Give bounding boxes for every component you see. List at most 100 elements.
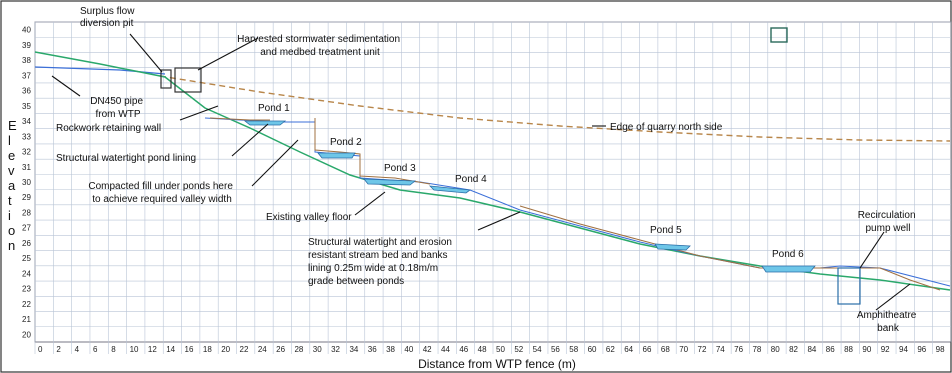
- pond-6-water: [761, 265, 816, 273]
- y-axis-title-letter: o: [8, 223, 15, 238]
- x-tick-label: 50: [496, 345, 505, 354]
- x-tick-label: 28: [294, 345, 303, 354]
- leader-valley-floor: [354, 191, 386, 216]
- x-tick-label: 88: [844, 345, 853, 354]
- label-pond-1: Pond 1: [258, 103, 290, 114]
- y-tick-label: 21: [22, 315, 31, 324]
- x-tick-label: 8: [111, 345, 116, 354]
- x-tick-label: 94: [899, 345, 908, 354]
- x-tick-label: 10: [130, 345, 139, 354]
- x-tick-label: 74: [716, 345, 725, 354]
- x-tick-label: 24: [258, 345, 267, 354]
- y-tick-label: 34: [22, 117, 31, 126]
- x-tick-label: 54: [533, 345, 542, 354]
- x-tick-label: 68: [661, 345, 670, 354]
- pond-5-water: [654, 243, 691, 251]
- x-tick-label: 18: [203, 345, 212, 354]
- y-tick-label: 24: [22, 269, 31, 278]
- x-tick-label: 34: [349, 345, 358, 354]
- label-surplus-pit: Surplus flow diversion pit: [80, 6, 137, 29]
- leader-amphitheatre: [875, 283, 911, 311]
- sedimentation-unit: [174, 67, 202, 93]
- x-tick-label: 48: [478, 345, 487, 354]
- compacted-fill-line: [209, 117, 941, 291]
- pond-4-water: [428, 185, 472, 194]
- x-tick-label: 60: [588, 345, 597, 354]
- y-tick-label: 30: [22, 178, 31, 187]
- x-axis-title: Distance from WTP fence (m): [418, 357, 576, 371]
- pond-1-water: [243, 120, 287, 126]
- y-tick-label: 37: [22, 71, 31, 80]
- x-tick-label: 30: [313, 345, 322, 354]
- x-tick-label: 40: [404, 345, 413, 354]
- x-tick-label: 78: [752, 345, 761, 354]
- y-tick-label: 31: [22, 163, 31, 172]
- y-axis-title-letter: e: [8, 148, 15, 163]
- x-tick-label: 0: [38, 345, 43, 354]
- pond-3-water: [363, 178, 417, 186]
- leader-stream-bed: [477, 211, 521, 231]
- x-tick-label: 58: [569, 345, 578, 354]
- x-tick-label: 98: [936, 345, 945, 354]
- y-tick-label: 33: [22, 132, 31, 141]
- leader-recirculation: [859, 231, 885, 269]
- label-fill: Compacted fill under ponds here to achie…: [88, 181, 235, 205]
- x-tick-label: 72: [698, 345, 707, 354]
- x-tick-label: 86: [826, 345, 835, 354]
- y-tick-label: 27: [22, 224, 31, 233]
- leader-sedimentation: [197, 37, 259, 71]
- x-tick-label: 96: [917, 345, 926, 354]
- x-tick-label: 52: [514, 345, 523, 354]
- grid: [34, 21, 951, 354]
- y-axis-title-letter: a: [8, 178, 16, 193]
- x-tick-label: 64: [624, 345, 633, 354]
- surplus-flow-diversion-pit: [160, 69, 172, 89]
- label-pond-6: Pond 6: [772, 249, 804, 260]
- x-tick-label: 92: [881, 345, 890, 354]
- label-pond-5: Pond 5: [650, 225, 682, 236]
- label-recirculation: Recirculation pump well: [858, 210, 919, 234]
- quarry-edge-line: [159, 75, 951, 142]
- label-pond-4: Pond 4: [455, 174, 487, 185]
- label-dn450: DN450 pipe from WTP: [90, 96, 146, 120]
- x-tick-label: 62: [606, 345, 615, 354]
- label-pond-3: Pond 3: [384, 163, 416, 174]
- y-tick-label: 35: [22, 102, 31, 111]
- y-tick-label: 36: [22, 87, 31, 96]
- pond-2-water: [317, 152, 356, 159]
- y-axis-title-letter: t: [8, 193, 12, 208]
- label-rockwork: Rockwork retaining wall: [56, 123, 161, 134]
- x-tick-label: 42: [423, 345, 432, 354]
- leader-lining: [231, 123, 269, 157]
- x-tick-label: 70: [679, 345, 688, 354]
- x-tick-label: 44: [441, 345, 450, 354]
- x-tick-label: 22: [240, 345, 249, 354]
- leader-rockwork: [179, 105, 219, 121]
- x-tick-label: 38: [386, 345, 395, 354]
- y-axis-title-letter: v: [8, 163, 15, 178]
- y-tick-label: 26: [22, 239, 31, 248]
- y-tick-label: 40: [22, 26, 31, 35]
- label-valley-floor: Existing valley floor: [266, 212, 352, 223]
- x-tick-label: 4: [75, 345, 80, 354]
- leader-dn450: [51, 75, 81, 97]
- label-quarry-edge: Edge of quarry north side: [610, 122, 723, 133]
- x-axis-ticks: 0 2 4 6 8 10 12 14 16 18 20 22 24 26 28 30 32 34 36 38 40 42 4…: [38, 345, 945, 354]
- label-pond-2: Pond 2: [330, 137, 362, 148]
- x-tick-label: 76: [734, 345, 743, 354]
- recirculation-pump-well: [837, 267, 861, 305]
- y-tick-label: 28: [22, 208, 31, 217]
- x-tick-label: 82: [789, 345, 798, 354]
- y-axis-title-letter: l: [8, 133, 11, 148]
- dn450-pipe-line: [34, 66, 166, 75]
- x-tick-label: 6: [93, 345, 98, 354]
- x-tick-label: 20: [221, 345, 230, 354]
- x-tick-label: 56: [551, 345, 560, 354]
- marker-square: [770, 27, 788, 43]
- y-tick-label: 39: [22, 41, 31, 50]
- x-tick-label: 84: [807, 345, 816, 354]
- y-axis-ticks: 40 39 38 37 36 35 34 33 32 31 30 29 28 27 26 25 24 23 22 21…: [22, 26, 31, 340]
- x-tick-label: 46: [459, 345, 468, 354]
- x-tick-label: 14: [166, 345, 175, 354]
